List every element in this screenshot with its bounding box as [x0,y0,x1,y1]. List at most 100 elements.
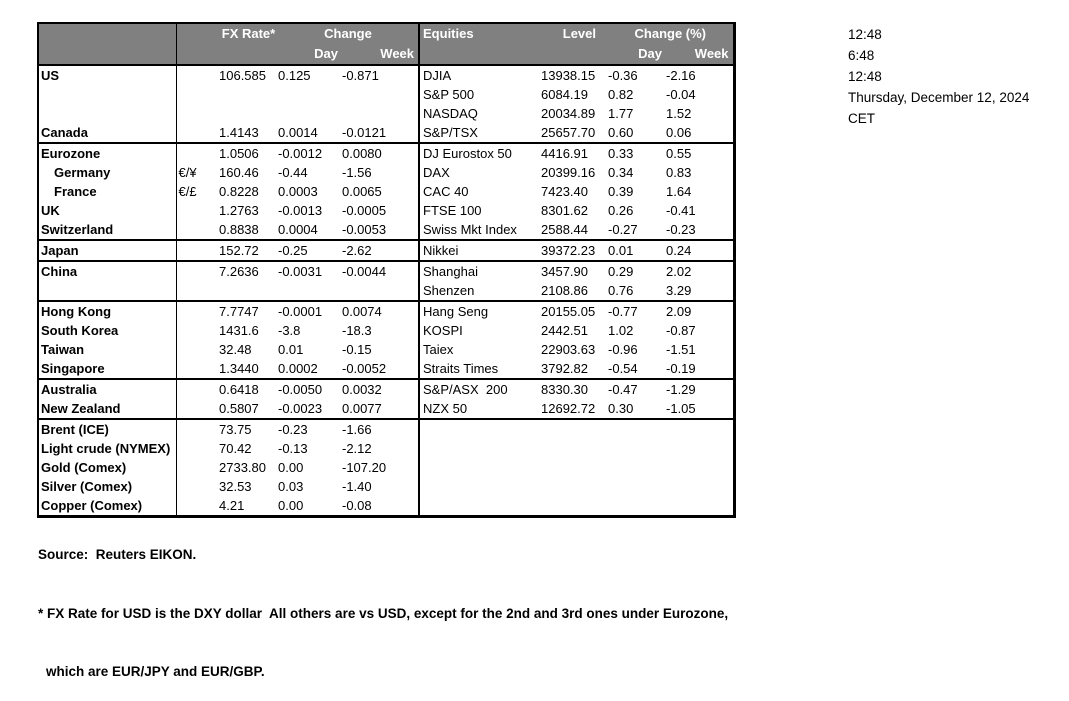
table-row: Shenzen 2108.86 0.76 3.29 [38,281,734,301]
fx-pair-cell [175,142,219,163]
fx-week-change-cell: 0.0080 [342,142,420,163]
fx-day-change-cell: -0.23 [278,418,342,439]
fx-name-cell: Germany [54,165,111,180]
equity-day-change-cell [608,439,666,458]
fx-name-cell: Eurozone [38,142,176,163]
fx-week-change-cell: -0.08 [342,498,372,513]
fx-day-change-cell [278,104,342,123]
header-blank-level [541,44,609,66]
fx-pair-cell [175,123,219,143]
header-fx-rate: FX Rate* [219,23,278,44]
fx-rate-cell: 1431.6 [219,323,259,338]
fx-day-change-cell: 0.00 [278,498,304,513]
timestamp-line-3: 12:48 [848,69,882,84]
equity-name-cell: DJIA [418,65,542,85]
market-data-table: FX Rate* Change Equities Level Change (%… [37,22,736,518]
footnote-line-2: which are EUR/JPY and EUR/GBP. [46,664,265,679]
table-row: France €/£ 0.8228 0.0003 0.0065 CAC 40 7… [38,182,734,201]
fx-week-change-cell: 0.0065 [342,184,382,199]
equity-level-cell: 12692.72 [541,401,596,416]
fx-day-change-cell: -3.8 [278,323,301,338]
equity-day-change-cell: 0.29 [608,260,667,281]
fx-pair-cell [175,321,219,340]
fx-day-change-cell: 0.125 [278,68,311,83]
header-row-groups: FX Rate* Change Equities Level Change (%… [38,23,735,44]
equity-day-change-cell [608,418,667,439]
header-eq-week: Week [666,44,735,66]
equity-name-cell: DJ Eurostox 50 [418,142,542,163]
equity-day-change-cell: 0.82 [608,87,634,102]
fx-pair-cell [175,477,219,496]
equity-day-change-cell: 0.01 [608,239,667,261]
equity-name-cell: Hang Seng [418,300,542,321]
timestamp-date: Thursday, December 12, 2024 [848,90,1030,105]
equity-week-change-cell [666,439,734,458]
equity-week-change-cell: -0.41 [666,203,696,218]
fx-pair-cell [175,300,219,321]
fx-rate-cell: 73.75 [219,418,278,439]
header-blank-pair [175,23,219,44]
fx-name-cell: Silver (Comex) [41,479,133,494]
equity-level-cell: 8330.30 [541,378,609,399]
equity-week-change-cell: -0.23 [666,222,696,237]
fx-rate-cell: 160.46 [219,165,259,180]
equity-name-cell: Swiss Mkt Index [418,220,542,240]
equity-level-cell: 20399.16 [541,165,596,180]
equity-day-change-cell: 0.60 [608,125,634,140]
table-row: US 106.585 0.125 -0.871 DJIA 13938.15 -0… [38,65,734,85]
header-blank-country [38,44,176,66]
fx-pair-cell [175,65,219,85]
fx-week-change-cell: 0.0032 [342,378,420,399]
header-fx-day: Day [278,44,342,66]
fx-name-cell: Gold (Comex) [41,460,127,475]
equity-name-cell: Nikkei [418,239,542,261]
fx-day-change-cell: 0.0002 [278,361,318,376]
equity-name-cell: CAC 40 [418,182,542,201]
fx-week-change-cell: -1.40 [342,479,372,494]
equity-day-change-cell: 1.02 [608,323,634,338]
equity-week-change-cell: -1.29 [666,378,735,399]
equity-day-change-cell: -0.77 [608,300,667,321]
fx-name-cell: New Zealand [41,401,121,416]
equity-week-change-cell: 3.29 [666,283,692,298]
equity-week-change-cell [666,418,735,439]
equity-name-cell: S&P/TSX [418,123,542,143]
table-row: Brent (ICE) 73.75 -0.23 -1.66 [38,418,735,439]
fx-week-change-cell: -2.62 [342,239,420,261]
header-eq-day: Day [608,44,667,66]
header-fx-change: Change [278,23,420,44]
fx-pair-cell [175,359,219,379]
equity-week-change-cell: 2.09 [666,300,735,321]
equity-name-cell: S&P 500 [418,85,542,104]
header-blank-pair [175,44,219,66]
fx-week-change-cell: -0.0052 [342,361,387,376]
fx-pair-cell [175,281,219,301]
equity-name-cell: Shenzen [418,281,542,301]
fx-day-change-cell: 0.00 [278,460,304,475]
fx-name-cell: Switzerland [41,222,114,237]
equity-week-change-cell: -1.05 [666,401,696,416]
fx-week-change-cell [342,281,419,301]
header-blank-rate [219,44,278,66]
fx-name-cell: UK [41,203,60,218]
table-row: Silver (Comex) 32.53 0.03 -1.40 [38,477,734,496]
header-eq-change-pct: Change (%) [608,23,735,44]
equity-name-cell: NZX 50 [418,399,542,419]
fx-name-cell: Taiwan [41,342,85,357]
equity-level-cell: 20034.89 [541,106,596,121]
fx-rate-cell [219,104,278,123]
fx-name-cell: Singapore [41,361,105,376]
fx-name-cell: Canada [41,125,88,140]
fx-day-change-cell: -0.0050 [278,378,342,399]
footer-notes: Source: Reuters EIKON. * FX Rate for USD… [38,506,728,701]
fx-pair-cell: €/¥ [175,163,219,182]
header-blank-country [38,23,176,44]
equity-day-change-cell: 1.77 [608,106,634,121]
fx-rate-cell: 1.4143 [219,125,259,140]
table-row: New Zealand 0.5807 -0.0023 0.0077 NZX 50… [38,399,734,419]
equity-day-change-cell: -0.27 [608,222,638,237]
fx-pair-cell [175,239,219,261]
equity-level-cell: 4416.91 [541,142,609,163]
equity-level-cell [541,439,608,458]
timestamp-block: 12:48 6:48 12:48 Thursday, December 12, … [848,24,1029,129]
